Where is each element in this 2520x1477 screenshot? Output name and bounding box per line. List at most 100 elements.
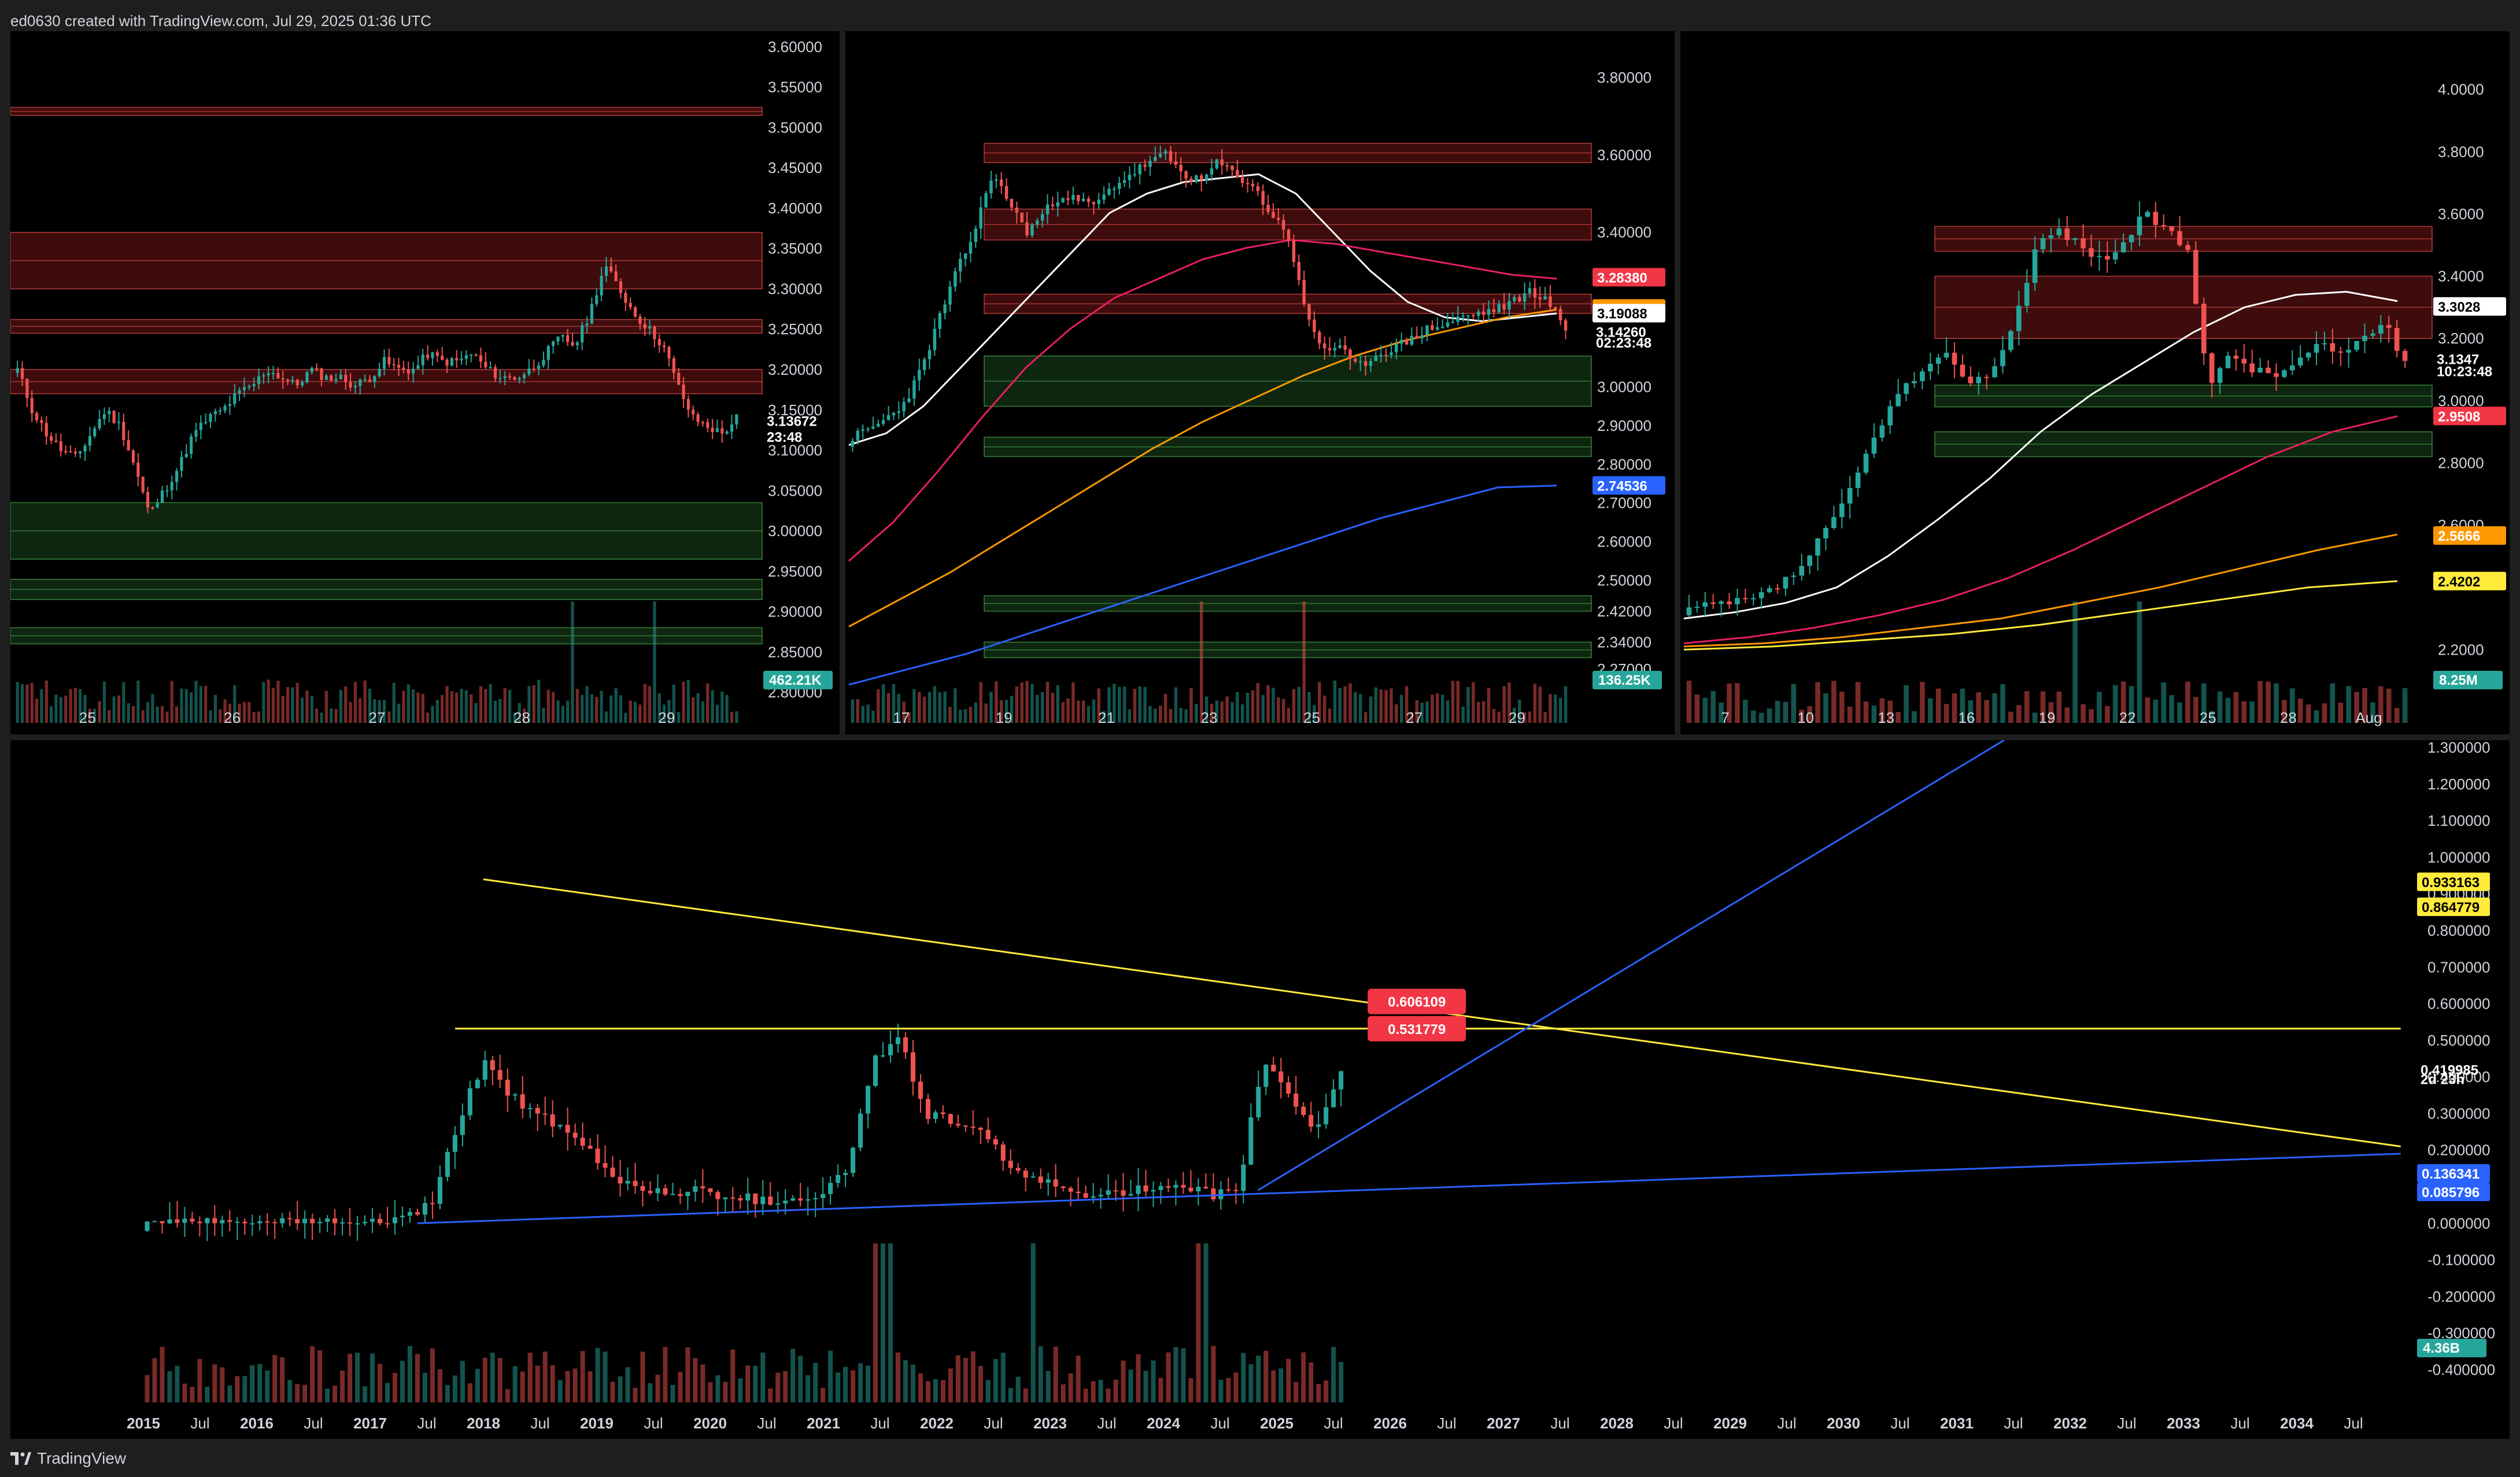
panel-bottom-candle: [265, 1221, 270, 1223]
panel-top-left-candle: [546, 346, 550, 360]
panel-top-right-candle: [2362, 335, 2367, 341]
panel-top-left-volume-bar: [455, 692, 459, 723]
panel-top-left-volume-bar: [604, 711, 608, 723]
panel-bottom-volume-bar: [1248, 1364, 1254, 1402]
panel-top-middle-candle: [1148, 161, 1152, 167]
panel-bottom-volume-bar: [903, 1360, 908, 1402]
chart-svg-top-right[interactable]: 4.0000 3.8000 3.6000 3.4000 3.2000 3.0000 2.80…: [1680, 31, 2510, 734]
panel-top-left-candle: [735, 414, 738, 424]
panel-top-middle-volume-bar: [989, 692, 993, 723]
panel-top-middle-candle: [1390, 352, 1393, 355]
panel-top-left-candle: [470, 355, 473, 356]
panel-top-middle-y-tick-label: 2.90000: [1597, 417, 1651, 434]
panel-top-middle-volume-bar: [1446, 700, 1450, 723]
panel-top-right-candle: [1686, 607, 1692, 615]
panel-bottom-volume-bar: [272, 1354, 278, 1402]
panel-bottom-candle: [527, 1107, 533, 1109]
chart-panel-top-left[interactable]: 3.60000 3.55000 3.50000 3.45000 3.40000 3.350…: [10, 31, 840, 734]
panel-top-right-y-tick-label: 2.8000: [2438, 454, 2484, 471]
panel-top-middle-candle: [1523, 293, 1527, 302]
panel-bottom-x-tick-label: 2026: [1373, 1415, 1407, 1432]
panel-bottom-volume-bar: [851, 1370, 856, 1402]
panel-bottom-candle: [1015, 1168, 1021, 1171]
panel-top-middle-candle: [958, 259, 962, 272]
panel-bottom-candle: [287, 1218, 293, 1220]
panel-top-right-volume-bar: [1904, 685, 1909, 723]
panel-top-left-candle: [542, 360, 545, 366]
panel-top-middle-candle: [918, 370, 921, 381]
panel-top-left-candle: [131, 451, 135, 463]
panel-top-left-volume-bar: [305, 691, 309, 723]
chart-panel-top-middle[interactable]: 3.800003.600003.400003.200003.000002.900…: [845, 31, 1675, 734]
panel-top-middle-candle: [995, 179, 998, 181]
panel-top-left-volume-bar: [692, 697, 695, 723]
panel-bottom-x-tick-label: 2028: [1600, 1415, 1634, 1432]
panel-bottom-volume-bar: [1256, 1356, 1261, 1402]
chart-panel-top-right[interactable]: 4.0000 3.8000 3.6000 3.4000 3.2000 3.0000 2.80…: [1680, 31, 2510, 734]
panel-top-middle-x-tick-label: 29: [1509, 709, 1525, 726]
panel-bottom-candle: [798, 1198, 803, 1201]
panel-top-middle-volume-bar: [1184, 709, 1188, 723]
panel-top-right-ma-red-line: [1683, 415, 2398, 644]
panel-bottom-candle: [910, 1052, 915, 1082]
chart-panel-bottom[interactable]: 0.606109 0.531779 1.300000 1.200000 1.100000…: [10, 740, 2510, 1439]
panel-bottom-volume-bar: [175, 1365, 180, 1402]
panel-bottom-volume-bar: [918, 1373, 923, 1402]
panel-top-right-candle: [1912, 381, 1917, 383]
panel-top-left-candle: [435, 352, 439, 356]
chart-svg-top-middle[interactable]: 3.800003.600003.400003.200003.000002.900…: [845, 31, 1675, 734]
panel-top-right-volume-bar: [1815, 682, 1820, 723]
panel-top-left-volume-bar: [470, 694, 473, 723]
panel-top-left-y-tick-label: 3.05000: [768, 482, 822, 499]
panel-top-left-candle: [387, 357, 391, 364]
panel-top-right-volume-bar: [1735, 683, 1740, 723]
panel-bottom-volume-bar: [385, 1383, 390, 1402]
panel-top-middle-volume-bar: [1240, 704, 1244, 723]
panel-top-right-candle: [2282, 370, 2287, 377]
chart-svg-top-left[interactable]: 3.60000 3.55000 3.50000 3.45000 3.40000 3.350…: [10, 31, 840, 734]
panel-bottom-x-tick-label: 2029: [1713, 1415, 1747, 1432]
panel-top-left-volume-bar: [464, 690, 468, 723]
panel-top-left-volume-bar: [112, 696, 116, 723]
panel-top-right-candle: [2346, 349, 2351, 353]
panel-top-middle-price-tag: [1592, 304, 1665, 323]
panel-top-left-y-tick-label: 3.60000: [768, 38, 822, 56]
panel-bottom-volume-bar: [348, 1353, 353, 1402]
panel-top-left-candle: [281, 378, 284, 380]
panel-top-middle-volume-bar: [1358, 694, 1362, 723]
panel-bottom-callout-text: 0.531779: [1388, 1022, 1446, 1037]
panel-bottom-volume-bar: [858, 1363, 863, 1402]
panel-top-left-candle: [209, 414, 212, 422]
panel-bottom-x-tick-label: Jul: [1890, 1415, 1909, 1432]
panel-top-right-volume-bar: [2024, 691, 2030, 723]
panel-top-middle-volume-bar: [922, 696, 926, 723]
panel-top-left-candle: [484, 361, 487, 368]
panel-top-middle-candle: [1358, 361, 1362, 363]
panel-bottom-volume-bar: [475, 1368, 480, 1402]
tradingview-logo-icon[interactable]: [10, 1452, 31, 1465]
panel-top-left-volume-bar: [79, 689, 82, 723]
panel-bottom-candle: [378, 1218, 383, 1224]
panel-bottom-candle: [340, 1222, 345, 1224]
panel-top-right-candle: [1710, 602, 1716, 604]
panel-top-middle-candle: [1102, 194, 1106, 200]
panel-bottom-volume-bar: [220, 1367, 225, 1402]
panel-bottom-candle: [1263, 1065, 1269, 1087]
panel-top-middle-candle: [1369, 361, 1373, 366]
panel-bottom-volume-bar: [520, 1371, 525, 1402]
panel-top-middle-price-tag-text: 2.74536: [1597, 478, 1647, 494]
panel-top-left-volume-bar: [276, 681, 280, 723]
panel-top-right-candle: [1702, 602, 1708, 607]
panel-top-right-candle: [1984, 376, 1989, 378]
panel-top-left-candle: [556, 337, 560, 342]
panel-top-left-candle: [349, 382, 352, 387]
chart-svg-bottom[interactable]: 0.606109 0.531779 1.300000 1.200000 1.100000…: [10, 740, 2510, 1439]
panel-top-right-volume-bar: [1791, 684, 1797, 723]
panel-top-right-volume-bar: [1710, 691, 1716, 723]
panel-top-middle-candle: [1440, 326, 1444, 328]
panel-top-left-candle: [619, 281, 623, 293]
panel-top-middle-price-tag-text: 3.19088: [1597, 306, 1647, 322]
panel-top-right-volume-bar: [1839, 692, 1845, 723]
panel-bottom-volume-bar: [182, 1383, 187, 1402]
panel-top-right-candle: [2274, 373, 2279, 377]
